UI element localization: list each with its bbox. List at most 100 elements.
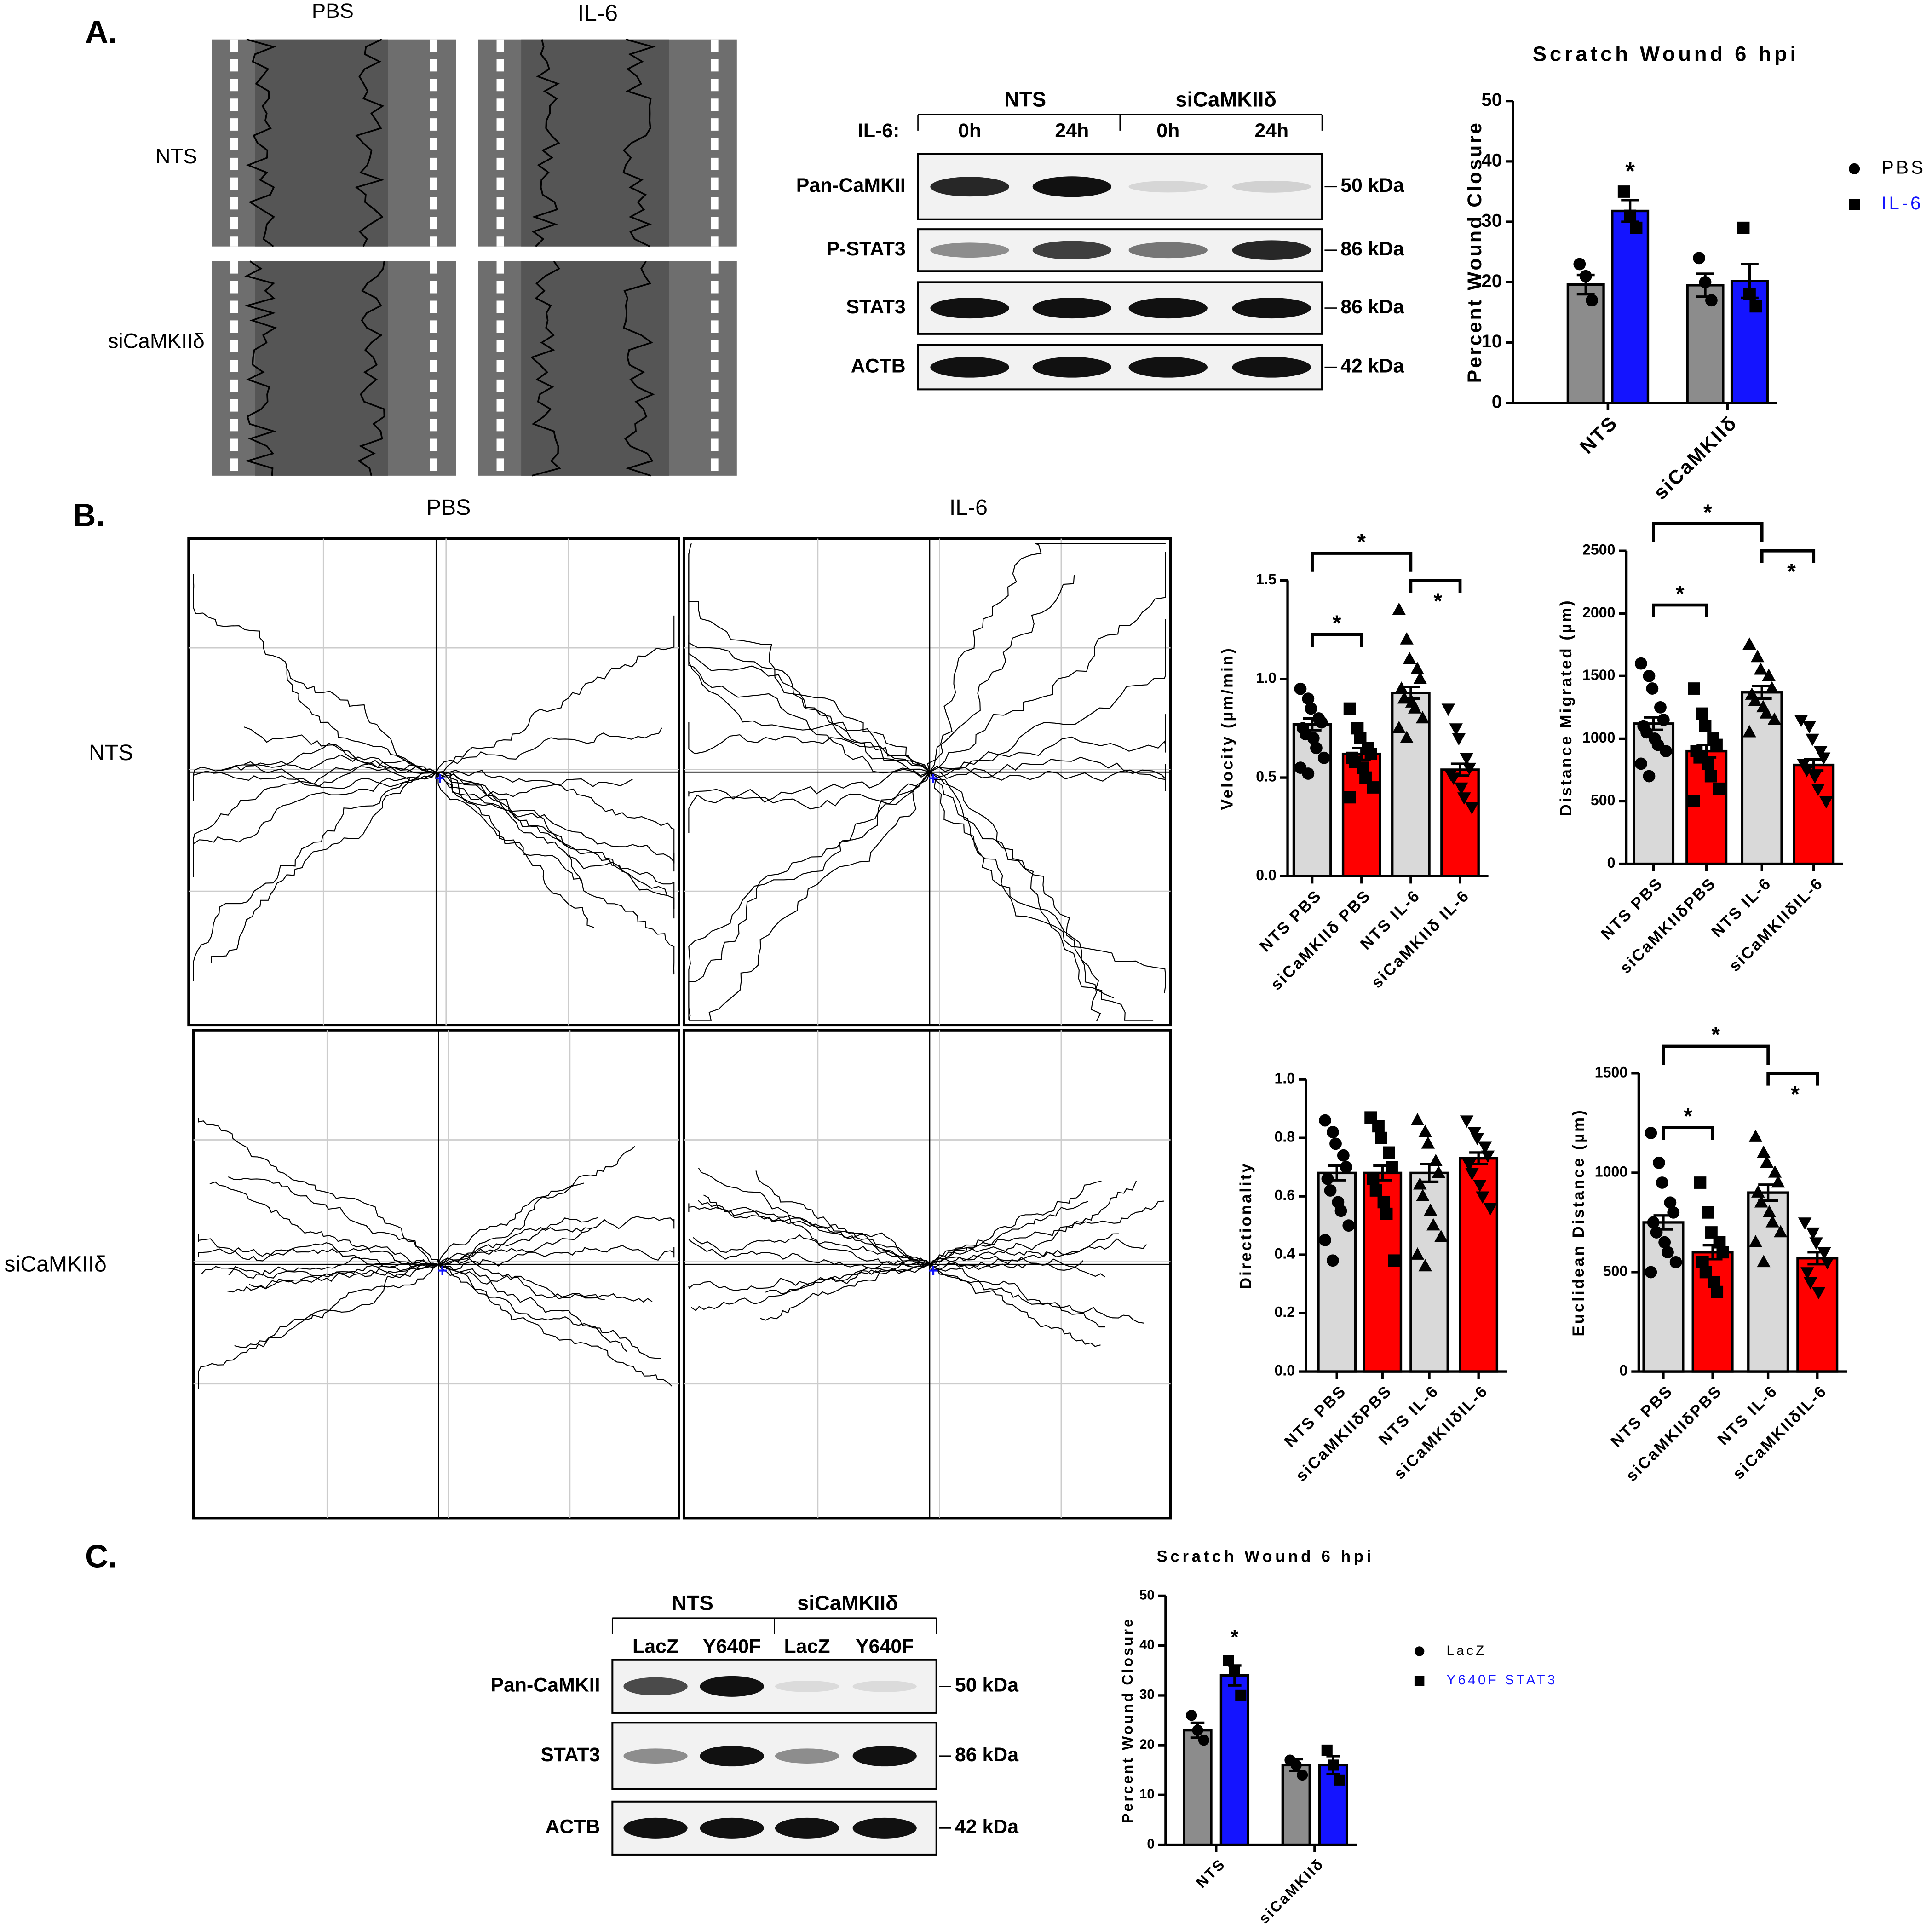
cell-track <box>929 1257 1105 1278</box>
chart-title: Scratch Wound 6 hpi <box>1157 1548 1374 1566</box>
bar <box>1747 1191 1789 1373</box>
blot-band <box>1032 298 1112 319</box>
blot-band <box>1128 298 1208 319</box>
x-tick-label: siCaMKIIδ <box>1255 1856 1327 1927</box>
data-point <box>1410 662 1424 674</box>
cell-track <box>193 771 437 981</box>
data-point <box>1748 693 1762 706</box>
data-point <box>1388 1254 1401 1267</box>
data-point <box>1644 1266 1657 1279</box>
data-point <box>1403 651 1416 664</box>
blot-row-label: Pan-CaMKII <box>490 1674 600 1696</box>
data-point <box>1418 1259 1432 1272</box>
data-point <box>1235 1689 1247 1701</box>
data-point <box>1392 602 1406 615</box>
significance: * <box>1625 158 1635 185</box>
blot-lane: Y640F <box>856 1635 914 1657</box>
blot-band <box>930 357 1009 378</box>
bar <box>1796 1257 1839 1373</box>
cell-track <box>691 1264 930 1311</box>
cell-track <box>198 1234 439 1270</box>
micrograph <box>478 39 737 248</box>
data-point <box>1656 1176 1668 1189</box>
track-col-label: PBS <box>426 495 471 520</box>
data-point <box>1694 1176 1707 1189</box>
blot-lane: 0h <box>958 120 981 142</box>
y-tick-label: 0.0 <box>1274 1362 1295 1379</box>
cell-track <box>929 552 1166 773</box>
data-point <box>1426 1218 1440 1231</box>
cell-track <box>228 1176 439 1265</box>
y-tick-label: 1000 <box>1582 729 1615 746</box>
y-tick-label: 1.0 <box>1274 1070 1295 1087</box>
blot-band <box>930 242 1009 258</box>
y-tick-label: 20 <box>1481 271 1502 291</box>
cell-track <box>688 1239 930 1274</box>
blot-band <box>623 1677 688 1696</box>
y-tick-label: 30 <box>1481 210 1502 231</box>
blot-size: 86 kDa <box>1340 296 1404 318</box>
data-point <box>1820 1257 1834 1270</box>
y-tick-label: 1500 <box>1595 1064 1627 1080</box>
data-point <box>1748 1130 1763 1142</box>
blot-band <box>1128 181 1208 193</box>
data-point <box>1307 732 1320 744</box>
data-point <box>1400 731 1414 744</box>
cell-track <box>688 1258 930 1291</box>
cell-track <box>249 1264 439 1290</box>
cell-track <box>438 1216 675 1265</box>
data-point <box>1375 1131 1388 1144</box>
track-plot: + <box>192 1029 680 1520</box>
y-tick-label: 2000 <box>1582 604 1615 621</box>
data-point <box>1392 721 1406 733</box>
data-point <box>1757 1255 1771 1268</box>
cell-track <box>929 772 1114 998</box>
data-point <box>1342 1219 1355 1232</box>
data-point <box>1432 1165 1446 1178</box>
data-point <box>1762 669 1776 681</box>
cell-track <box>438 1182 584 1265</box>
wound-area <box>521 39 669 247</box>
data-point <box>1372 1120 1385 1133</box>
data-point <box>1294 682 1307 695</box>
data-point <box>1302 767 1315 780</box>
data-point <box>1413 1177 1427 1190</box>
x-tick-label: NTS <box>1576 411 1622 458</box>
data-point <box>1319 1114 1331 1127</box>
y-tick-label: 1000 <box>1595 1163 1627 1180</box>
data-point <box>1798 1217 1812 1230</box>
cell-track <box>438 1264 661 1359</box>
data-point <box>1634 757 1647 770</box>
blot-lane: Y640F <box>703 1635 761 1657</box>
x-tick-label: siCaMKIIδIL-6 <box>1391 1382 1492 1483</box>
data-point <box>1317 751 1330 764</box>
data-point <box>1462 762 1477 775</box>
data-point <box>1808 771 1822 784</box>
data-point <box>1414 1646 1425 1656</box>
data-point <box>1416 1189 1430 1201</box>
cell-track <box>929 1233 1119 1268</box>
data-point <box>1702 1206 1714 1219</box>
image-col-label: PBS <box>312 0 354 23</box>
data-point <box>1800 1267 1814 1280</box>
data-point <box>1476 1191 1489 1204</box>
x-tick-label: siCaMKIIδPBS <box>1616 874 1719 977</box>
data-point <box>1650 1226 1663 1239</box>
data-point <box>1819 796 1833 809</box>
cell-track <box>198 1245 439 1265</box>
cell-track <box>228 1262 439 1278</box>
cell-track <box>193 754 437 785</box>
data-point <box>1452 733 1466 746</box>
significance-bracket <box>1662 1044 1770 1065</box>
cell-track <box>929 1201 1088 1265</box>
cell-track <box>929 1264 1101 1347</box>
data-point <box>1434 1229 1448 1242</box>
cell-track <box>438 1146 636 1265</box>
y-axis-label: Euclidean Distance (µm) <box>1570 1108 1587 1336</box>
data-point <box>1693 252 1706 265</box>
blot-lane: LacZ <box>784 1635 830 1657</box>
legend-label: Y640F STAT3 <box>1447 1672 1558 1688</box>
blot-band <box>1232 240 1311 260</box>
data-point <box>1394 681 1409 694</box>
